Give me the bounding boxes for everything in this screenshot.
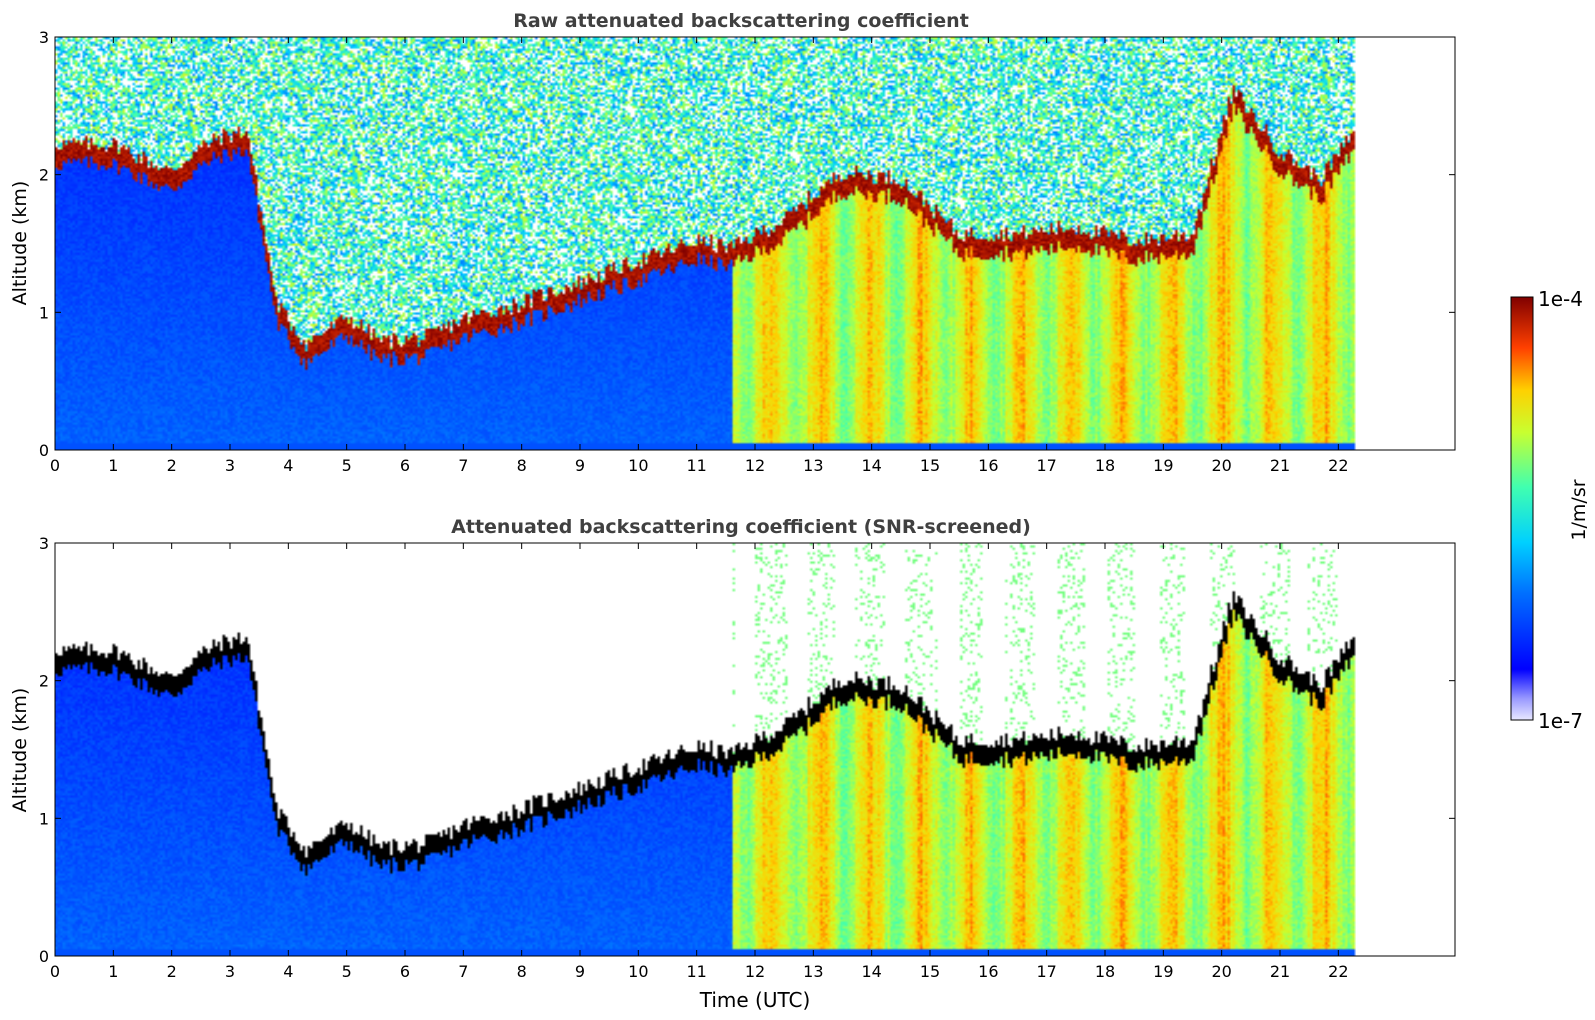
x-tick-label: 12 xyxy=(745,456,765,475)
x-tick-label: 21 xyxy=(1270,962,1290,981)
x-axis: 0 1 2 3 4 5 6 7 8 9 10 11 12 13 14 15 16 17 18 19 20 21 22 xyxy=(50,543,1349,981)
x-tick-label: 0 xyxy=(50,456,60,475)
colorbar-max-label: 1e-4 xyxy=(1538,287,1583,311)
y-tick-label: 3 xyxy=(39,28,49,47)
x-tick-label: 6 xyxy=(400,962,410,981)
x-axis-label: Time (UTC) xyxy=(699,988,811,1012)
y-axis: 0 1 2 3 xyxy=(39,28,1455,460)
x-tick-label: 14 xyxy=(861,962,881,981)
x-tick-label: 8 xyxy=(517,962,527,981)
x-tick-label: 20 xyxy=(1211,962,1231,981)
x-tick-label: 19 xyxy=(1153,962,1173,981)
x-tick-label: 4 xyxy=(283,962,293,981)
x-tick-label: 20 xyxy=(1211,456,1231,475)
panel-raw: Raw attenuated backscattering coefficien… xyxy=(9,10,1456,475)
x-tick-label: 11 xyxy=(686,962,706,981)
x-tick-label: 22 xyxy=(1328,456,1348,475)
x-tick-label: 16 xyxy=(978,962,998,981)
y-tick-label: 3 xyxy=(39,534,49,553)
panel-title: Attenuated backscattering coefficient (S… xyxy=(451,516,1031,538)
panel-screened: Attenuated backscattering coefficient (S… xyxy=(9,516,1456,1012)
x-tick-label: 10 xyxy=(628,962,648,981)
colorbar: 1e-4 1e-7 1/m/sr xyxy=(1510,287,1590,733)
x-tick-label: 3 xyxy=(225,962,235,981)
x-tick-label: 0 xyxy=(50,962,60,981)
x-tick-label: 18 xyxy=(1095,962,1115,981)
y-tick-label: 1 xyxy=(39,809,49,828)
x-tick-label: 7 xyxy=(458,962,468,981)
x-tick-label: 15 xyxy=(920,456,940,475)
y-tick-label: 1 xyxy=(39,303,49,322)
y-tick-label: 2 xyxy=(39,166,49,185)
colorbar-label: 1/m/sr xyxy=(1568,479,1590,540)
y-axis-label: Altitude (km) xyxy=(9,181,31,306)
colorbar-gradient xyxy=(1510,296,1534,721)
x-tick-label: 1 xyxy=(108,962,118,981)
x-tick-label: 1 xyxy=(108,456,118,475)
x-tick-label: 11 xyxy=(686,456,706,475)
x-tick-label: 2 xyxy=(167,456,177,475)
x-tick-label: 2 xyxy=(167,962,177,981)
x-tick-label: 17 xyxy=(1036,456,1056,475)
y-axis: 0 1 2 3 xyxy=(39,534,1455,966)
x-tick-label: 10 xyxy=(628,456,648,475)
x-tick-label: 12 xyxy=(745,962,765,981)
x-tick-label: 13 xyxy=(803,962,823,981)
heatmap-image xyxy=(55,543,1455,956)
x-tick-label: 22 xyxy=(1328,962,1348,981)
x-tick-label: 9 xyxy=(575,456,585,475)
x-tick-label: 18 xyxy=(1095,456,1115,475)
y-tick-label: 0 xyxy=(39,947,49,966)
heatmap-image xyxy=(55,37,1455,450)
colorbar-min-label: 1e-7 xyxy=(1538,709,1583,733)
y-axis-label: Altitude (km) xyxy=(9,688,31,813)
y-tick-label: 2 xyxy=(39,672,49,691)
x-tick-label: 4 xyxy=(283,456,293,475)
x-tick-label: 13 xyxy=(803,456,823,475)
x-tick-label: 16 xyxy=(978,456,998,475)
x-axis: 0 1 2 3 4 5 6 7 8 9 10 11 12 13 14 15 16 17 18 19 20 21 22 xyxy=(50,37,1349,475)
panel-title: Raw attenuated backscattering coefficien… xyxy=(513,10,969,32)
x-tick-label: 7 xyxy=(458,456,468,475)
x-tick-label: 19 xyxy=(1153,456,1173,475)
x-tick-label: 21 xyxy=(1270,456,1290,475)
x-tick-label: 8 xyxy=(517,456,527,475)
x-tick-label: 3 xyxy=(225,456,235,475)
x-tick-label: 15 xyxy=(920,962,940,981)
x-tick-label: 6 xyxy=(400,456,410,475)
x-tick-label: 5 xyxy=(342,456,352,475)
y-tick-label: 0 xyxy=(39,441,49,460)
x-tick-label: 9 xyxy=(575,962,585,981)
x-tick-label: 5 xyxy=(342,962,352,981)
x-tick-label: 14 xyxy=(861,456,881,475)
x-tick-label: 17 xyxy=(1036,962,1056,981)
